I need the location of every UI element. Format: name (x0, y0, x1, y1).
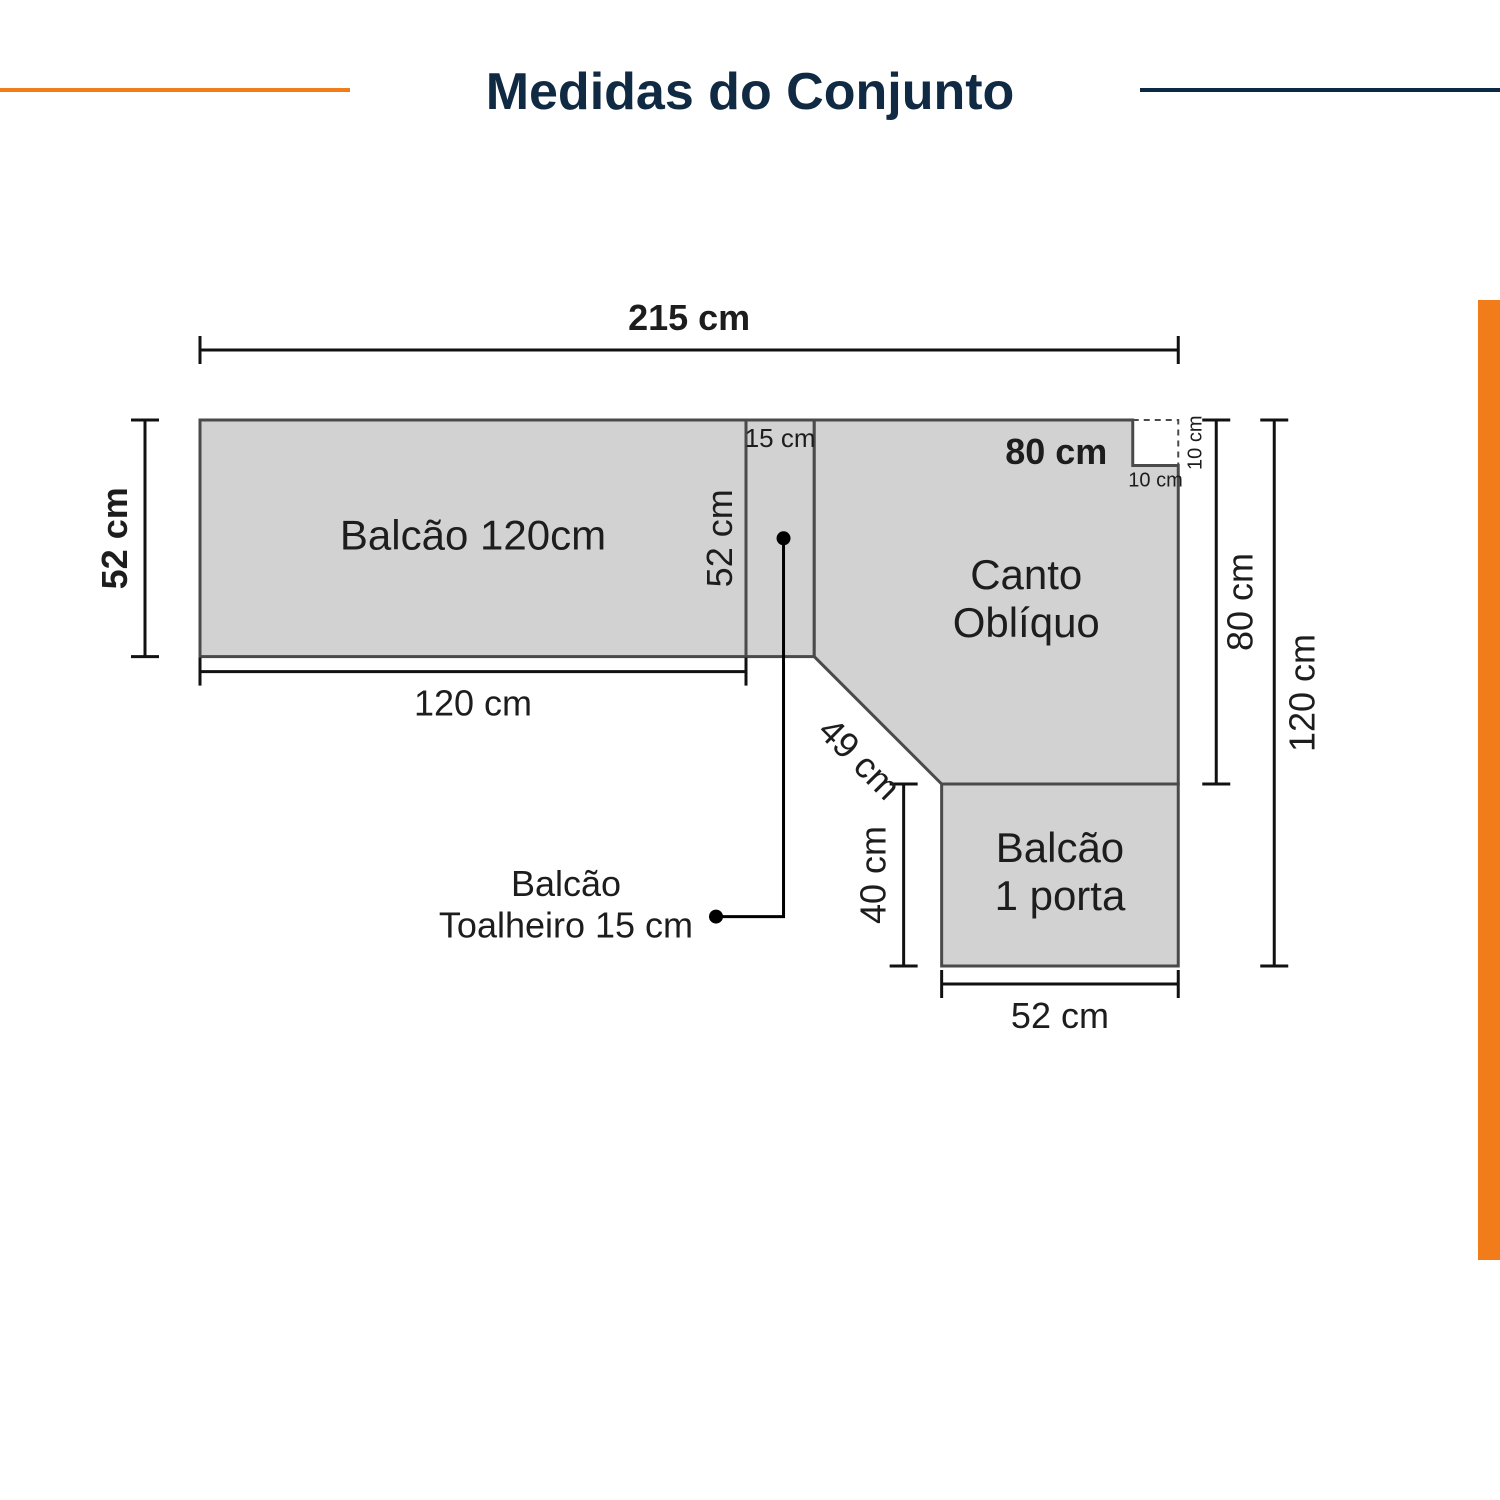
dim-label: 215 cm (628, 297, 750, 338)
dim-label: 120 cm (1281, 634, 1322, 752)
page-title: Medidas do Conjunto (486, 63, 1015, 121)
label-toalheiro: BalcãoToalheiro 15 cm (439, 862, 693, 944)
dim-label: 80 cm (1219, 553, 1260, 651)
dim-label: 15 cm (745, 423, 816, 453)
dim-label: 40 cm (852, 826, 893, 924)
dim-label: 52 cm (1011, 995, 1109, 1036)
side-accent-bar (1478, 300, 1500, 1260)
label-balcao-120: Balcão 120cm (340, 511, 606, 558)
dim-label: 10 cm (1185, 416, 1207, 470)
dim-label: 10 cm (1128, 470, 1182, 492)
label-canto-obliquo: CantoOblíquo (953, 551, 1100, 646)
label-balcao-1-porta: Balcão1 porta (995, 824, 1126, 919)
dim-label: 80 cm (1005, 431, 1107, 472)
callout-end-dot (709, 910, 723, 924)
dim-label: 52 cm (699, 489, 740, 587)
notch-outline (1133, 420, 1179, 466)
dim-label: 52 cm (94, 487, 135, 589)
dim-label: 120 cm (414, 682, 532, 723)
